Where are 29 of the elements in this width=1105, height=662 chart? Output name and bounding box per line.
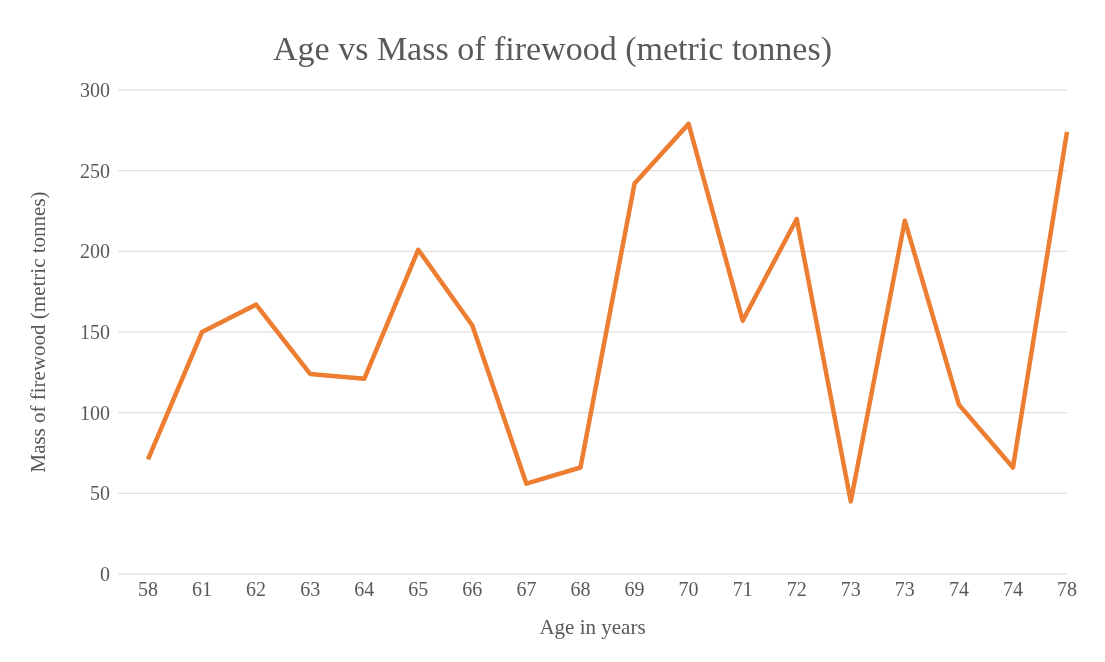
y-tick-label: 50 <box>90 482 110 505</box>
line-series <box>145 121 1070 504</box>
y-tick-label: 100 <box>80 401 110 424</box>
x-tick-label: 64 <box>354 578 375 601</box>
x-tick-label: 73 <box>840 578 861 601</box>
y-tick-label: 200 <box>80 240 110 263</box>
x-tick-label: 72 <box>786 578 807 601</box>
x-tick-label: 61 <box>192 578 213 601</box>
y-tick-label: 150 <box>80 321 110 344</box>
x-tick-label: 71 <box>732 578 753 601</box>
y-tick-label: 300 <box>80 79 110 102</box>
x-tick-label: 66 <box>462 578 483 601</box>
x-tick-label: 62 <box>246 578 267 601</box>
x-tick-label: 58 <box>138 578 158 601</box>
x-tick-label: 65 <box>408 578 429 601</box>
x-tick-label: 63 <box>300 578 321 601</box>
x-tick-label: 74 <box>1002 578 1023 601</box>
x-tick-label: 73 <box>894 578 915 601</box>
x-tick-label: 68 <box>570 578 591 601</box>
y-tick-label: 0 <box>100 563 110 586</box>
y-axis-title: Mass of firewood (metric tonnes) <box>26 191 51 473</box>
x-axis-title: Age in years <box>539 615 646 639</box>
x-tick-label: 67 <box>516 578 537 601</box>
x-tick-label: 74 <box>948 578 969 601</box>
x-tick-label: 78 <box>1057 578 1077 601</box>
x-tick-label: 69 <box>624 578 645 601</box>
x-tick-label: 70 <box>678 578 699 601</box>
chart-title: Age vs Mass of firewood (metric tonnes) <box>272 29 833 69</box>
y-tick-label: 250 <box>80 159 110 182</box>
